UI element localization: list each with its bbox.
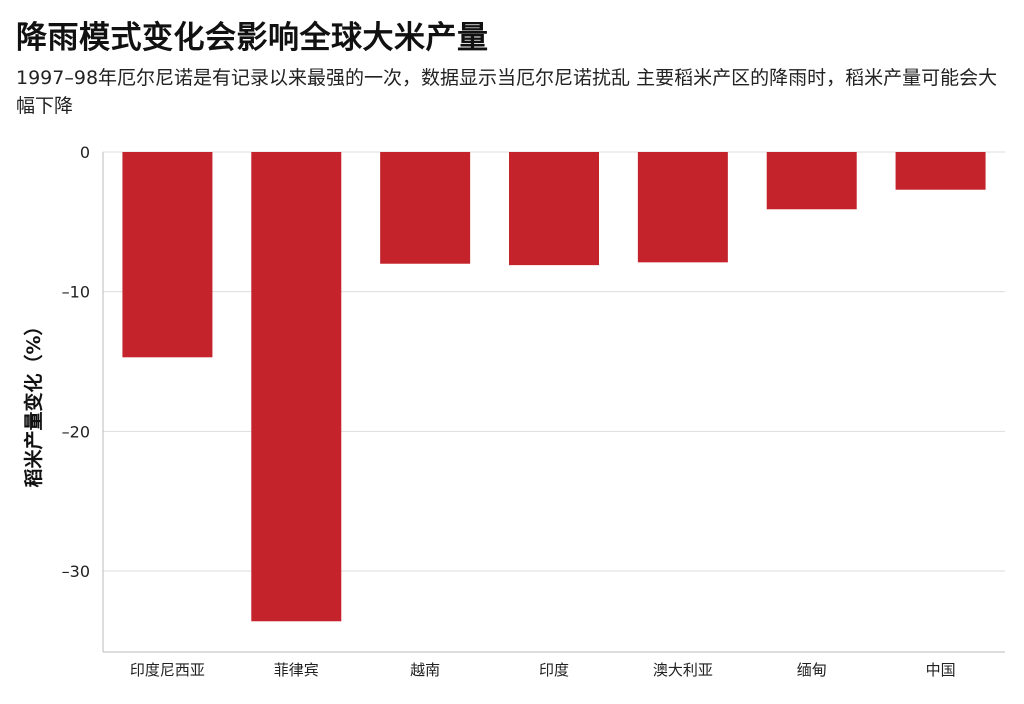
y-tick-label: –30: [62, 562, 90, 581]
chart-title: 降雨模式变化会影响全球大米产量: [16, 20, 489, 56]
bar-2: [251, 152, 342, 622]
y-tick-label: –20: [62, 422, 90, 441]
x-tick-label: 越南: [410, 661, 440, 679]
y-axis-title: 稻米产量变化（%）: [22, 316, 45, 487]
x-tick-label: 菲律宾: [274, 661, 319, 679]
chart-subtitle: 1997–98年厄尔尼诺是有记录以来最强的一次，数据显示当厄尔尼诺扰乱 主要稻米…: [16, 67, 998, 117]
x-tick-labels: 印度尼西亚 菲律宾 越南 印度 澳大利亚 缅甸 中国: [130, 661, 956, 679]
bars: [122, 152, 986, 622]
x-tick-label: 印度尼西亚: [130, 661, 205, 679]
bar-5: [637, 152, 728, 263]
x-tick-label: 中国: [926, 661, 956, 679]
x-tick-label: 印度: [539, 661, 569, 679]
y-tick-label: 0: [80, 143, 90, 162]
x-tick-label: 缅甸: [797, 661, 827, 679]
bar-1: [122, 152, 213, 358]
bar-3: [380, 152, 471, 264]
bar-6: [766, 152, 857, 210]
bar-4: [509, 152, 599, 266]
bar-7: [895, 152, 986, 190]
x-tick-label: 澳大利亚: [653, 661, 713, 679]
y-tick-labels: 0 –10 –20 –30: [62, 143, 90, 581]
y-tick-label: –10: [62, 283, 90, 302]
